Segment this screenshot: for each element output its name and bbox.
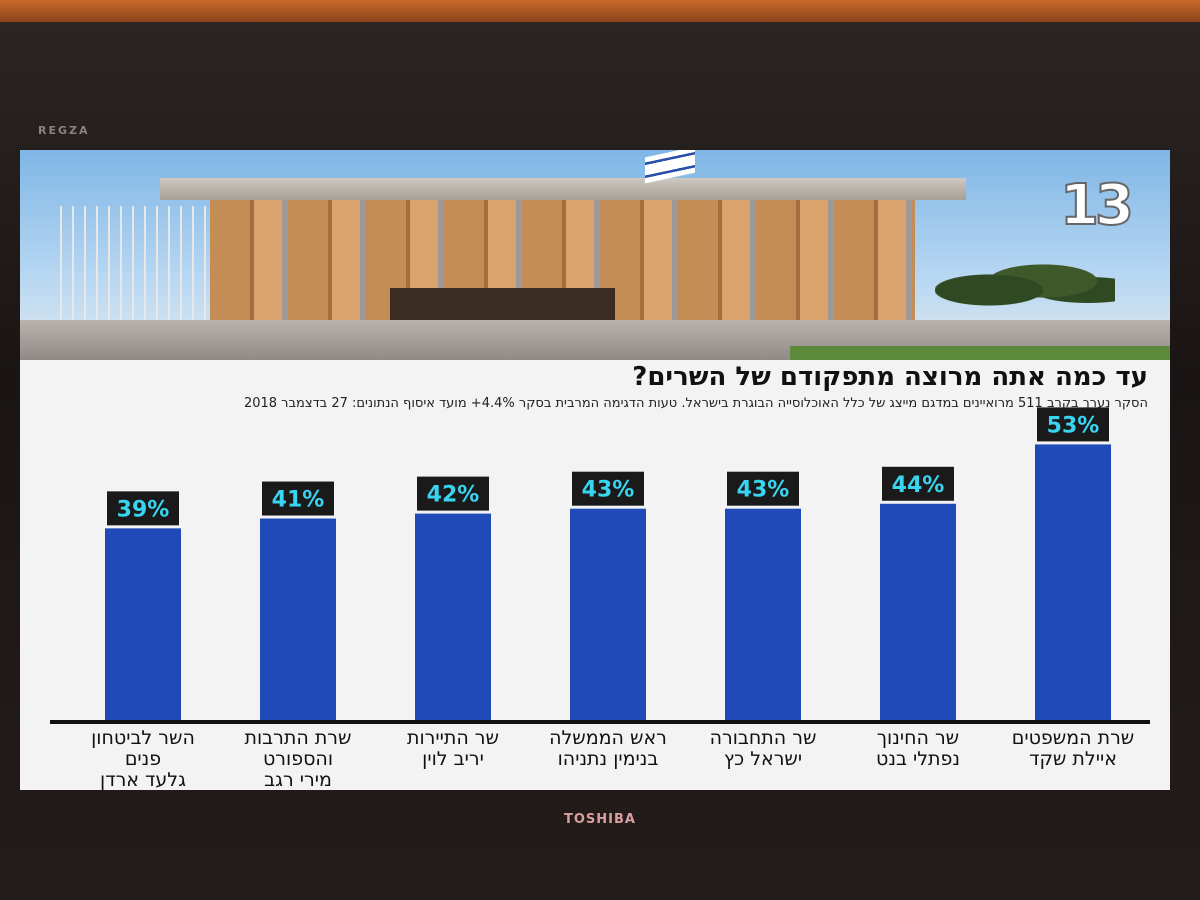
value-label: 43% [737,478,790,503]
chart-subtitle: הסקר נערך בקרב 511 מרואיינים במדגם מייצג… [243,396,1148,411]
tv-brand-logo-bottom: TOSHIBA [564,812,636,827]
category-label-line: בנימין נתניהו [557,748,659,770]
chart-baseline [50,720,1150,724]
bar-chart: 39% 41% 42% 43% 43% 44% 53% [50,407,1150,724]
chart-bar [880,503,956,720]
category-label-line: ראש הממשלה [549,727,667,749]
category-label-line: שרת התרבות [244,727,352,749]
category-label-line: גלעד ארדן [100,769,186,791]
value-label-box [882,466,954,501]
trees [935,254,1115,314]
category-label-line: שר התחבורה [709,727,817,749]
chart-bar [260,518,336,720]
category-label-line: מירי רגב [264,769,332,791]
value-label: 42% [427,483,480,508]
building-entrance [390,288,615,326]
category-label: שר התחבורה ישראל כץ [693,728,833,770]
category-label: השר לביטחון פנים גלעד ארדן [73,727,213,791]
category-label-line: שרת המשפטים [1011,727,1135,749]
value-label-box [727,471,799,506]
category-label: שר התיירות יריב לוין [383,728,523,770]
value-label-box [1037,407,1109,442]
channel-13-logo: 13 [1059,173,1135,238]
flagpoles [60,206,210,326]
value-label-box [417,476,489,511]
value-label-box [572,471,644,506]
tv-brand-logo-top: REGZA [38,124,90,137]
value-label: 39% [117,497,170,522]
category-label: שרת התרבות והספורט מירי רגב [228,727,368,791]
category-label-line: שר החינוך [876,727,960,749]
tv-screen: 13 עד כמה אתה מרוצה מתפקודם של השרים? הס… [20,150,1170,790]
category-label-line: שר התיירות [406,727,499,749]
category-label-line: והספורט [262,748,333,770]
category-label: שרת המשפטים איילת שקד [1003,728,1143,770]
category-label-line: איילת שקד [1029,748,1117,770]
building-roof [160,178,966,200]
value-label: 53% [1047,413,1100,438]
chart-bar [105,528,181,720]
value-label: 43% [582,478,635,503]
category-label: שר החינוך נפתלי בנט [848,728,988,770]
value-label-box [107,491,179,526]
value-label: 41% [272,488,325,513]
chart-bar [570,508,646,720]
grass [790,346,1170,360]
category-label-line: נפתלי בנט [876,748,960,770]
value-label: 44% [892,473,945,498]
chart-title: עד כמה אתה מרוצה מתפקודם של השרים? [632,362,1148,392]
chart-bar [415,513,491,720]
value-label-box [262,481,334,516]
chart-bar [725,508,801,720]
category-label-line: יריב לוין [422,748,484,770]
chart-bar [1035,444,1111,720]
category-label-line: השר לביטחון פנים [91,727,195,770]
category-label: ראש הממשלה בנימין נתניהו [538,728,678,770]
knesset-photo: 13 [20,150,1170,360]
category-label-line: ישראל כץ [723,748,803,770]
